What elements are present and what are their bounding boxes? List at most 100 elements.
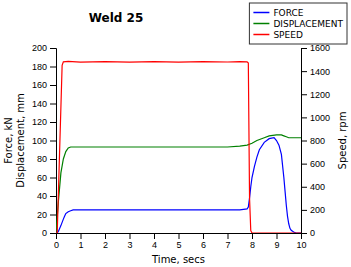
- y2-tick-mark: [301, 71, 307, 72]
- legend-box: [249, 3, 347, 44]
- y-axis-title-line: Force, kN: [3, 117, 14, 164]
- y2-tick-label: 200: [310, 205, 325, 215]
- y2-tick: 600: [301, 159, 325, 169]
- legend-label: FORCE: [273, 8, 303, 18]
- y2-axis-line: [302, 49, 308, 234]
- x-axis-title: Time, secs: [151, 254, 205, 265]
- y2-tick-mark: [301, 164, 307, 165]
- lines: [56, 61, 301, 233]
- x-tick-label: 0: [54, 240, 59, 250]
- x-tick-label: 7: [225, 240, 230, 250]
- chart: 0123456789100204060801001201401601802000…: [0, 0, 351, 267]
- y-tick: 160: [32, 80, 56, 90]
- y-tick-mark: [50, 178, 56, 179]
- x-tick: 1: [78, 233, 83, 250]
- y-tick-mark: [50, 196, 56, 197]
- y2-tick-mark: [301, 117, 307, 118]
- y2-tick: 1200: [301, 90, 330, 100]
- y-tick: 60: [37, 173, 56, 183]
- y2-tick-label: 1000: [310, 113, 330, 123]
- y2-tick: 1400: [301, 67, 330, 77]
- x-tick-mark: [252, 233, 253, 239]
- x-tick-mark: [130, 233, 131, 239]
- y2-tick: 1000: [301, 113, 330, 123]
- x-axis-line: [57, 234, 302, 240]
- x-tick-mark: [203, 233, 204, 239]
- y-axis-title: Force, kNDisplacement, mm: [3, 93, 26, 188]
- y-tick: 200: [32, 43, 56, 53]
- y2-tick-mark: [301, 48, 307, 49]
- series-line: [56, 135, 301, 233]
- y2-tick-mark: [301, 233, 307, 234]
- y-tick-label: 160: [32, 80, 47, 90]
- y2-axis: 0 200 400 600 800 1000 1200 1400 1600: [301, 43, 330, 238]
- x-axis: 012345678910: [54, 233, 307, 250]
- y2-tick-label: 1200: [310, 90, 330, 100]
- series-line: [56, 138, 301, 233]
- y2-tick-label: 600: [310, 159, 325, 169]
- y-tick-mark: [50, 104, 56, 105]
- legend: FORCEDISPLACEMENTSPEED: [249, 3, 347, 44]
- x-tick-label: 9: [274, 240, 279, 250]
- y-tick-label: 20: [37, 210, 47, 220]
- y-tick-label: 140: [32, 99, 47, 109]
- title: Weld 25: [89, 11, 144, 25]
- series-line: [56, 61, 301, 233]
- x-tick: 10: [296, 233, 306, 250]
- y2-tick-mark: [301, 187, 307, 188]
- y2-tick-mark: [301, 141, 307, 142]
- y-tick-label: 180: [32, 62, 47, 72]
- x-tick-mark: [81, 233, 82, 239]
- x-tick: 4: [152, 233, 157, 250]
- legend-swatch: [253, 23, 269, 25]
- y2-tick-label: 0: [310, 228, 315, 238]
- y2-tick-label: 800: [310, 136, 325, 146]
- x-tick-mark: [228, 233, 229, 239]
- y2-tick: 0: [301, 228, 315, 238]
- x-tick-label: 10: [296, 240, 306, 250]
- y-tick: 40: [37, 191, 56, 201]
- y-tick-mark: [50, 233, 56, 234]
- x-tick-label: 4: [152, 240, 157, 250]
- legend-label: DISPLACEMENT: [273, 19, 343, 29]
- x-tick-label: 2: [103, 240, 108, 250]
- y-tick-mark: [50, 85, 56, 86]
- x-tick-mark: [154, 233, 155, 239]
- legend-swatch: [253, 12, 269, 14]
- y-tick-label: 0: [42, 228, 47, 238]
- y-tick-mark: [50, 215, 56, 216]
- x-tick: 0: [54, 233, 59, 250]
- legend-label: SPEED: [273, 30, 303, 40]
- y-tick: 0: [42, 228, 56, 238]
- y-tick-mark: [50, 122, 56, 123]
- x-tick: 2: [103, 233, 108, 250]
- y-tick-mark: [50, 67, 56, 68]
- y2-axis-title: Speed, rpm: [337, 112, 348, 170]
- y2-tick-label: 400: [310, 182, 325, 192]
- legend-swatch: [253, 34, 269, 36]
- y-tick: 140: [32, 99, 56, 109]
- x-tick: 8: [250, 233, 255, 250]
- y2-tick: 200: [301, 205, 325, 215]
- y2-tick-label: 1600: [310, 43, 330, 53]
- y-tick: 20: [37, 210, 56, 220]
- y-tick-label: 40: [37, 191, 47, 201]
- x-tick-label: 3: [127, 240, 132, 250]
- y-tick-label: 80: [37, 154, 47, 164]
- y-tick-label: 100: [32, 136, 47, 146]
- x-tick-mark: [277, 233, 278, 239]
- y-tick: 100: [32, 136, 56, 146]
- y-tick-label: 200: [32, 43, 47, 53]
- y-axis-title-line: Displacement, mm: [15, 93, 26, 188]
- y2-tick-label: 1400: [310, 67, 330, 77]
- y2-tick-mark: [301, 210, 307, 211]
- y2-tick-mark: [301, 94, 307, 95]
- y-tick: 80: [37, 154, 56, 164]
- y-tick: 120: [32, 117, 56, 127]
- y2-tick: 1600: [301, 43, 330, 53]
- x-tick-mark: [179, 233, 180, 239]
- y-tick-mark: [50, 141, 56, 142]
- y-tick-label: 120: [32, 117, 47, 127]
- y-tick-label: 60: [37, 173, 47, 183]
- y-tick: 180: [32, 62, 56, 72]
